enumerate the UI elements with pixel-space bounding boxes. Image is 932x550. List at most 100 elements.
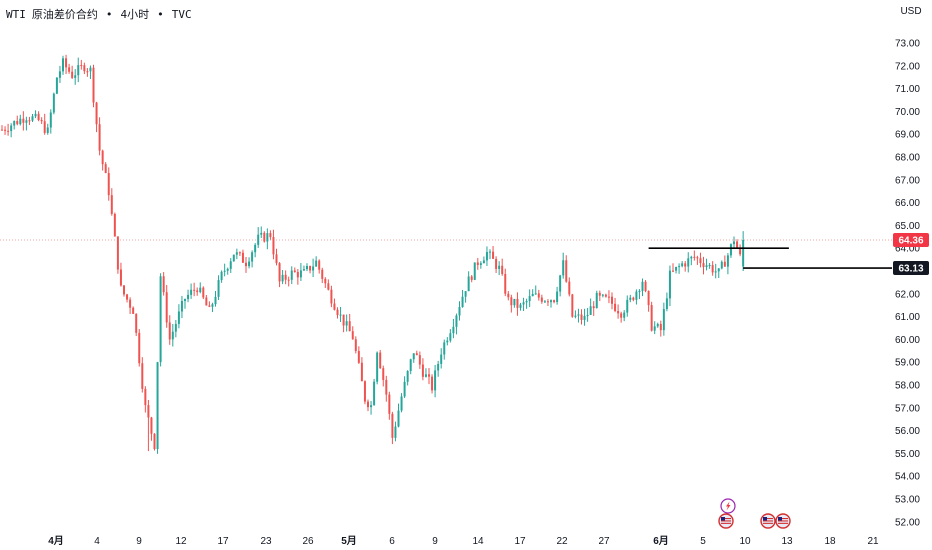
candle[interactable] <box>74 69 77 85</box>
candle[interactable] <box>693 250 696 261</box>
lightning-icon[interactable] <box>720 498 736 514</box>
candle[interactable] <box>403 376 406 399</box>
candle[interactable] <box>681 261 684 268</box>
candle[interactable] <box>275 248 278 266</box>
candle[interactable] <box>19 114 22 126</box>
candle[interactable] <box>92 64 95 108</box>
candle[interactable] <box>241 249 244 264</box>
candle[interactable] <box>281 269 284 285</box>
candle[interactable] <box>699 252 702 268</box>
candle[interactable] <box>647 290 650 312</box>
candle[interactable] <box>55 77 58 95</box>
candle[interactable] <box>516 292 519 316</box>
candle[interactable] <box>159 273 162 367</box>
candle[interactable] <box>553 299 556 304</box>
candle[interactable] <box>113 212 116 237</box>
candle[interactable] <box>336 307 339 319</box>
candle[interactable] <box>607 290 610 304</box>
candle[interactable] <box>226 267 229 275</box>
candles[interactable] <box>1 54 745 454</box>
candle[interactable] <box>519 302 522 311</box>
candle[interactable] <box>534 285 537 295</box>
candle[interactable] <box>397 403 400 428</box>
candle[interactable] <box>388 391 391 420</box>
candle[interactable] <box>260 226 263 238</box>
candle[interactable] <box>629 294 632 303</box>
candle[interactable] <box>348 313 351 332</box>
candle[interactable] <box>229 258 232 273</box>
candle[interactable] <box>217 275 220 301</box>
candle[interactable] <box>702 256 705 275</box>
candle[interactable] <box>266 228 269 250</box>
candle[interactable] <box>299 263 302 281</box>
candle[interactable] <box>614 297 617 313</box>
candle[interactable] <box>65 54 68 75</box>
candle[interactable] <box>135 313 138 337</box>
candle[interactable] <box>611 292 613 310</box>
candle[interactable] <box>43 113 46 135</box>
horizontal-line-price-badge[interactable]: 63.13 <box>893 261 929 276</box>
candle[interactable] <box>739 244 742 257</box>
candle[interactable] <box>443 339 446 360</box>
candle[interactable] <box>193 282 196 297</box>
candle[interactable] <box>123 285 125 297</box>
candle[interactable] <box>592 301 595 316</box>
candle[interactable] <box>126 293 129 303</box>
candle[interactable] <box>302 265 305 272</box>
candle[interactable] <box>89 65 92 79</box>
candle[interactable] <box>705 258 708 271</box>
candle[interactable] <box>626 295 629 317</box>
candle[interactable] <box>672 263 674 273</box>
candle[interactable] <box>354 336 357 354</box>
candle[interactable] <box>565 255 568 283</box>
candle[interactable] <box>339 306 342 323</box>
candle[interactable] <box>662 302 665 336</box>
candle[interactable] <box>138 329 141 367</box>
candle[interactable] <box>28 116 31 126</box>
candle[interactable] <box>431 374 434 394</box>
candle[interactable] <box>556 286 559 305</box>
candle[interactable] <box>714 263 717 279</box>
candle[interactable] <box>598 290 601 301</box>
candle[interactable] <box>537 289 540 301</box>
candle[interactable] <box>717 268 720 278</box>
candle[interactable] <box>373 378 376 406</box>
time-axis[interactable]: 4月 4 9 12 17 23 26 5月 6 9 14 17 22 27 6月 5 10 13 18 21 <box>48 535 879 547</box>
candle[interactable] <box>287 276 290 287</box>
candle[interactable] <box>34 110 37 119</box>
candle[interactable] <box>46 123 49 135</box>
candle[interactable] <box>10 123 13 138</box>
candle[interactable] <box>101 149 104 171</box>
candle[interactable] <box>409 358 412 375</box>
candle[interactable] <box>580 309 583 325</box>
candle[interactable] <box>238 251 241 256</box>
candle[interactable] <box>620 311 623 323</box>
candle[interactable] <box>180 295 183 319</box>
candle[interactable] <box>171 323 174 347</box>
candle[interactable] <box>659 320 662 337</box>
candle[interactable] <box>434 364 437 398</box>
candle[interactable] <box>104 162 107 174</box>
candle[interactable] <box>711 261 714 276</box>
candle[interactable] <box>165 285 168 328</box>
candle[interactable] <box>571 293 574 318</box>
candle[interactable] <box>360 357 363 382</box>
candle[interactable] <box>470 275 473 283</box>
candle[interactable] <box>485 246 488 266</box>
candle[interactable] <box>269 230 272 240</box>
candle[interactable] <box>513 298 516 308</box>
candle[interactable] <box>656 322 659 328</box>
candle[interactable] <box>324 277 327 288</box>
candle[interactable] <box>440 348 443 369</box>
candle[interactable] <box>86 68 89 77</box>
candle[interactable] <box>492 246 495 259</box>
candle[interactable] <box>196 287 199 296</box>
candle[interactable] <box>174 319 177 338</box>
candle[interactable] <box>525 298 528 309</box>
candle[interactable] <box>678 263 681 274</box>
candle[interactable] <box>726 253 729 275</box>
candle[interactable] <box>80 59 83 70</box>
candle[interactable] <box>257 227 260 248</box>
candle[interactable] <box>446 337 449 346</box>
